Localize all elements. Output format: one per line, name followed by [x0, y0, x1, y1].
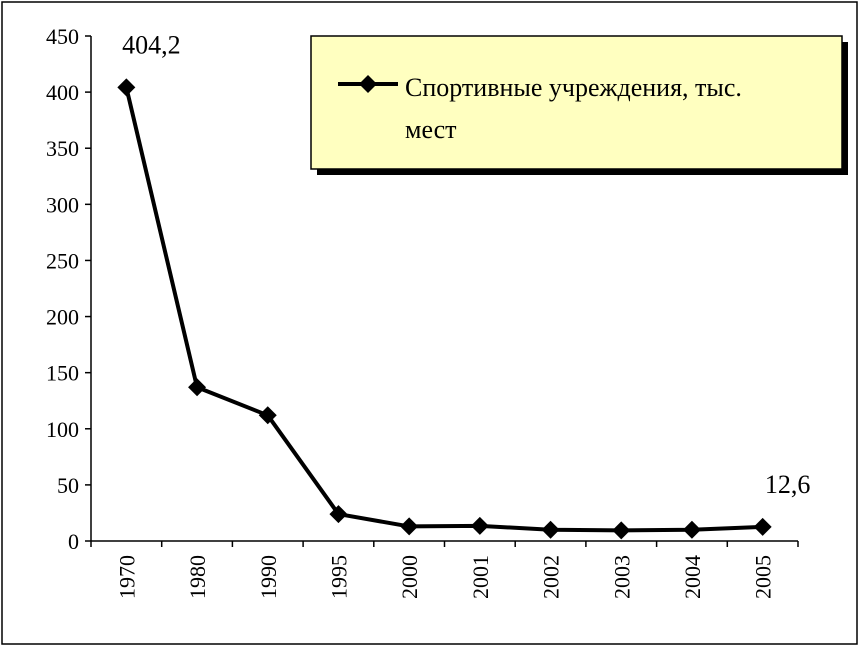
legend-marker-swatch [359, 75, 377, 93]
x-tick-label: 2005 [751, 555, 776, 599]
legend-entry-line1: Спортивные учреждения, тыс. [405, 73, 742, 102]
x-tick-label: 2000 [397, 555, 422, 599]
y-tick-label: 450 [46, 24, 79, 49]
data-point-marker [329, 505, 348, 524]
x-tick-label: 1995 [326, 555, 351, 599]
y-tick-label: 150 [46, 361, 79, 386]
y-tick-label: 0 [68, 529, 79, 554]
legend: Спортивные учреждения, тыс. мест [310, 35, 848, 175]
data-point-marker [612, 521, 631, 540]
y-tick-label: 250 [46, 248, 79, 273]
data-point-marker [400, 517, 419, 536]
data-label: 404,2 [122, 30, 181, 59]
data-point-marker [258, 406, 277, 425]
y-tick-label: 100 [46, 417, 79, 442]
y-tick-label: 50 [57, 473, 79, 498]
data-point-marker [753, 517, 772, 536]
x-axis: 1970 1980 1990 1995 2000 2001 2002 2003 2004 2005 [90, 540, 799, 599]
x-tick-label: 2003 [609, 555, 634, 599]
data-point-marker [541, 520, 560, 539]
y-tick-label: 200 [46, 305, 79, 330]
y-axis: 0 50 100 150 200 250 300 350 400 450 [46, 24, 92, 554]
data-labels: 404,2 12,6 [122, 30, 810, 498]
y-tick-label: 400 [46, 80, 79, 105]
x-tick-label: 1970 [114, 555, 139, 599]
x-tick-label: 1990 [256, 555, 281, 599]
y-tick-label: 350 [46, 136, 79, 161]
series-line [117, 78, 772, 540]
x-tick-label: 2001 [468, 555, 493, 599]
y-tick-label: 300 [46, 192, 79, 217]
data-label: 12,6 [765, 470, 811, 499]
x-tick-label: 2002 [539, 555, 564, 599]
data-point-marker [682, 520, 701, 539]
data-point-marker [188, 378, 207, 397]
series-polyline [124, 86, 763, 533]
data-point-marker [117, 78, 136, 97]
data-point-marker [470, 516, 489, 535]
x-tick-label: 1980 [185, 555, 210, 599]
legend-entry-line2: мест [405, 115, 457, 144]
legend-box [310, 35, 843, 170]
x-tick-label: 2004 [680, 555, 705, 599]
